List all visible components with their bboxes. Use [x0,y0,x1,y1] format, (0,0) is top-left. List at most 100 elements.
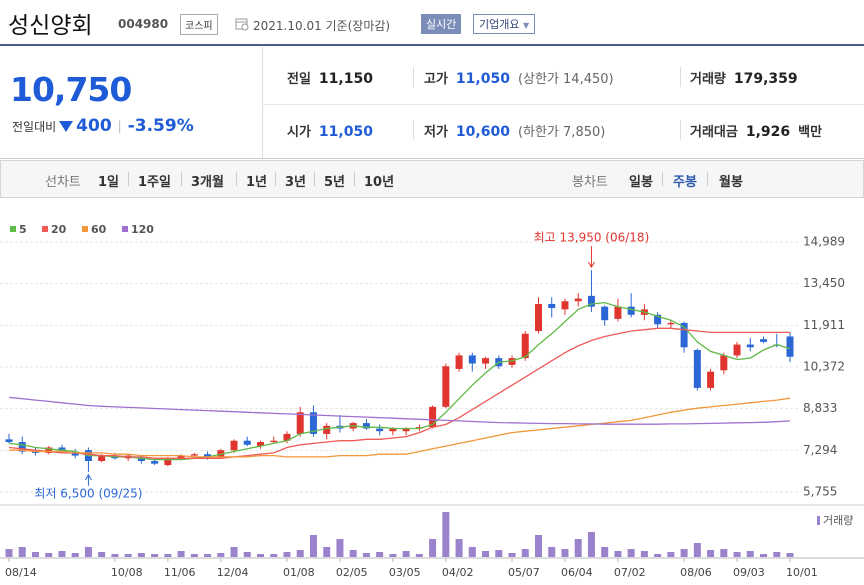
down-arrow [59,121,74,132]
volume-bar [627,549,635,557]
candle-body [534,303,542,332]
legend-swatch [10,226,16,232]
candle-body [680,322,688,348]
volume-bar [508,553,516,557]
volume-bar [521,549,529,557]
candle-body [508,358,516,365]
stat-label: 시가 [287,125,311,140]
candle-body [442,366,450,407]
price-box [0,47,864,159]
volume-bar [707,550,715,557]
volume-bar [760,554,768,557]
stat-label: 고가 [424,72,448,87]
candle-body [667,322,675,325]
tab[interactable]: 1주일 [138,175,171,190]
candle-body [270,440,278,443]
volume-bar [58,551,66,557]
stat: 저가 10,600 (하한가 7,850) [424,121,605,140]
tab[interactable]: 주봉 [673,175,697,190]
tab-sep [354,172,355,186]
tab-sep [128,172,129,186]
change-row: 전일대비 400 | -3.59% [12,116,194,136]
tab[interactable]: 3개월 [191,175,224,190]
overview-label: 기업개요 [479,18,520,31]
x-tick-label: 10/08 [111,566,143,579]
col-divider [680,120,681,140]
price-panel [0,47,263,158]
stat: 고가 11,050 (상한가 14,450) [424,68,614,87]
volume-bar [773,552,781,557]
volume-bar [151,554,159,557]
candle-body [204,454,212,457]
realtime-button[interactable]: 실시간 [421,14,462,34]
volume-bar [111,554,119,557]
volume-bar [45,553,53,557]
volume-bar [587,532,595,557]
ma-line [9,397,791,458]
col-divider [413,67,414,87]
candle-body [601,306,609,321]
volume-legend-label: 거래량 [823,514,853,527]
volume-bar [309,535,317,557]
col-divider [413,120,414,140]
candle-body [482,358,490,364]
candle-body [720,355,728,371]
stat-value: 11,150 [318,71,373,87]
volume-bar [137,553,145,557]
volume-bar [177,551,185,557]
x-tick-label: 02/05 [336,566,368,579]
tab-sep [314,172,315,186]
candle-body [561,301,569,310]
tab[interactable]: 1일 [98,175,120,190]
date: 2021.10.01 기준(장마감) [253,19,391,33]
divider [0,44,864,46]
stat: 시가 11,050 [287,121,373,140]
volume-bar [323,547,331,557]
candle-body [693,349,701,388]
tab[interactable]: 1년 [246,175,268,190]
volume-bar [667,552,675,557]
annotation-arrowhead [588,261,595,269]
volume-bar [415,554,423,557]
legend-label: 20 [51,223,67,236]
tab[interactable]: 월봉 [719,175,743,190]
y-tick-label: 14,989 [803,235,845,249]
annotation-label: 최고 13,950 (06/18) [534,231,650,245]
candle-body [45,447,53,453]
volume-bar [561,549,569,557]
candle-body [243,440,251,445]
x-tick-label: 08/06 [680,566,712,579]
volume-bar [124,554,132,557]
annotation-label: 최저 6,500 (09/25) [34,486,142,500]
stat: 거래대금 1,926 백만 [690,121,822,140]
volume-bar [601,547,609,557]
volume-bar [654,554,662,557]
volume-bar [574,539,582,557]
volume-bar [786,553,794,557]
overview-button[interactable]: 기업개요 ▼ [473,14,536,34]
volume-bar [614,551,622,557]
volume-bar [534,535,542,557]
tab[interactable]: 10년 [364,175,395,190]
volume-bar [482,551,490,557]
ma-line [8,327,790,459]
candle-body [402,428,410,432]
tab-sep [181,172,182,186]
x-tick-label: 08/14 [5,566,37,579]
stock-code: 004980 [118,17,169,31]
volume-bar [5,549,13,557]
tab-sep [662,172,663,186]
tab[interactable]: 3년 [285,175,307,190]
legend-swatch [42,226,48,232]
company-name: 성신양회 [8,13,93,39]
current-price: 10,750 [10,70,132,109]
candle-body [760,339,768,342]
tab[interactable]: 5년 [324,175,346,190]
legend-swatch [122,226,128,232]
ma-line [8,301,791,461]
x-tick-label: 06/04 [561,566,593,579]
volume-bar [693,543,701,557]
tab[interactable]: 일봉 [629,175,653,190]
y-tick-label: 7,294 [803,443,837,457]
